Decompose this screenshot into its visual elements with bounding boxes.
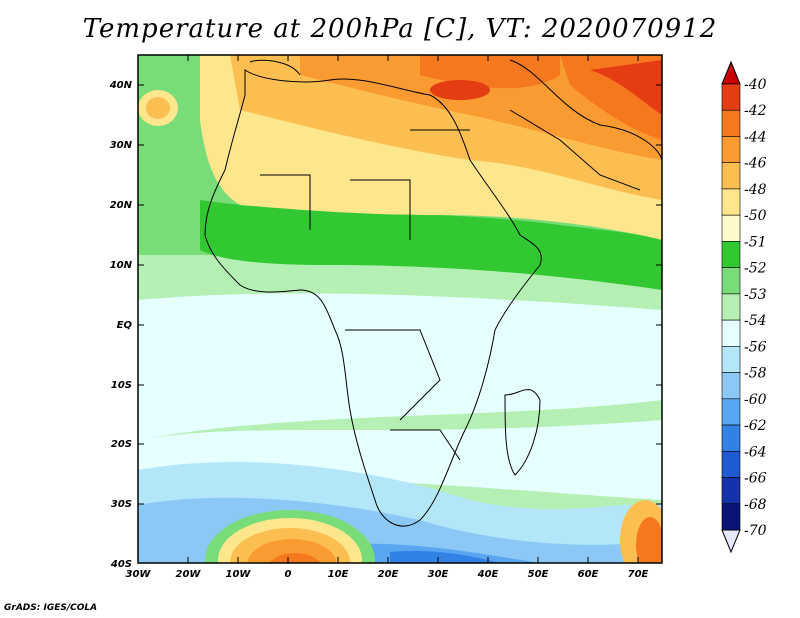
colorbar-label: -60 [744,392,767,408]
colorbar-top-arrow [721,60,741,85]
colorbar-label: -54 [744,313,767,329]
lon-tick-label: 10W [226,569,252,580]
temperature-field [138,55,662,563]
colorbar-swatch [721,398,741,426]
colorbar-swatch [721,293,741,321]
colorbar-swatch [721,450,741,478]
latitude-axis: 40N 30N 20N 10N EQ 10S 20S 30S 40S [109,80,662,570]
lat-tick-label: 40S [110,559,132,570]
lat-tick-label: 10N [110,260,133,271]
map-title: Temperature at 200hPa [C], VT: 202007091… [82,14,718,44]
colorbar-label: -44 [744,129,767,145]
lon-tick-label: 70E [628,569,649,580]
colorbar-swatch [721,477,741,505]
lon-tick-label: 40E [477,569,499,580]
colorbar-swatch [721,136,741,164]
colorbar-swatch [721,503,741,531]
lat-tick-label: 30N [110,140,133,151]
colorbar-swatch [721,319,741,347]
colorbar-swatch [721,83,741,111]
colorbar-swatch [721,346,741,373]
plot-frame [137,54,663,564]
colorbar-label: -51 [744,234,767,250]
lon-tick-label: 0 [285,569,292,580]
lat-tick-label: EQ [117,320,133,331]
colorbar-swatch [721,267,741,295]
colorbar-label: -42 [744,103,767,119]
lon-tick-label: 20E [378,569,399,580]
colorbar-swatch [721,109,741,137]
colorbar-swatch [721,162,741,190]
lat-tick-label: 30S [111,499,132,510]
colorbar-bottom-arrow [721,529,741,554]
colorbar-swatch [721,241,741,268]
colorbar-label: -68 [744,497,767,513]
lon-tick-label: 60E [578,569,599,580]
colorbar-label: -58 [744,366,767,382]
colorbar-label: -53 [744,287,767,303]
colorbar-label: -46 [744,156,767,172]
colorbar-label: -48 [744,182,767,198]
colorbar-label: -66 [744,471,767,487]
colorbar-label: -50 [744,208,767,224]
colorbar-swatch [721,214,741,242]
lon-tick-label: 20W [176,569,202,580]
colorbar-label: -40 [744,77,767,93]
lat-tick-label: 20N [110,200,133,211]
colorbar-swatch [721,188,741,216]
lon-tick-label: 50E [528,569,549,580]
lon-tick-label: 30W [126,569,152,580]
colorbar-swatch [721,372,741,400]
colorbar-label: -62 [744,418,767,434]
coastlines [204,59,662,527]
lat-tick-label: 40N [109,80,133,91]
lat-tick-label: 20S [111,439,132,450]
colorbar-label: -70 [744,523,767,539]
colorbar-swatch [721,424,741,452]
colorbar: -40 -42 -44 -46 -48 -50 -51 -52 -53 -54 -56 -58 -60 -… [721,60,767,554]
longitude-axis: 30W 20W 10W 0 10E 20E 30E 40E 50E 60E 70… [126,55,649,580]
colorbar-label: -56 [744,339,767,355]
lat-tick-label: 10S [111,380,132,391]
lon-tick-label: 10E [328,569,349,580]
credit-text: GrADS: IGES/COLA [4,603,98,613]
colorbar-label: -64 [744,444,767,460]
lon-tick-label: 30E [428,569,449,580]
colorbar-label: -52 [744,261,767,277]
